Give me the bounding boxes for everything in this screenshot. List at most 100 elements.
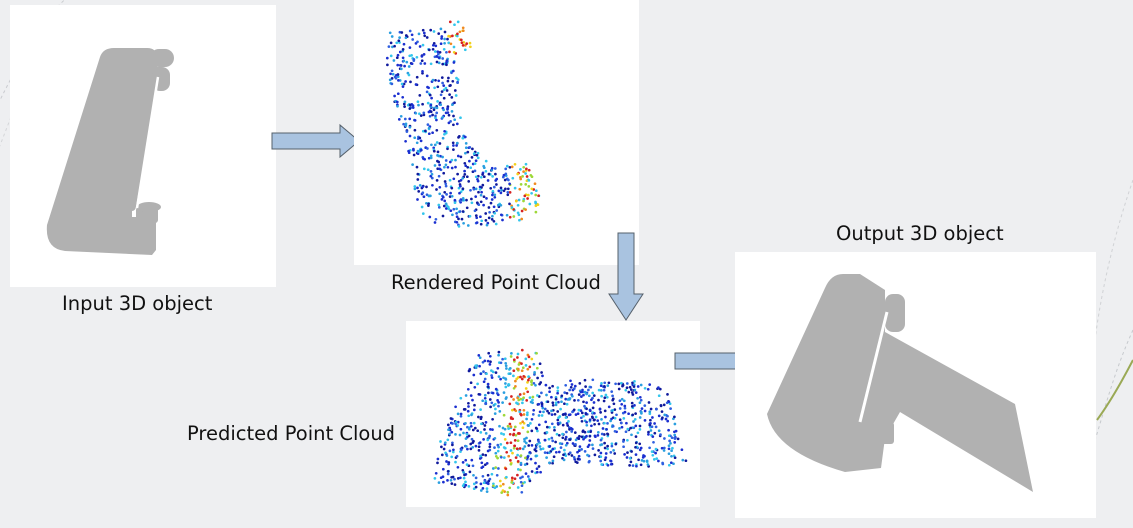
point — [565, 391, 569, 395]
point — [414, 83, 418, 86]
point — [441, 62, 445, 66]
point — [502, 456, 506, 459]
point — [477, 203, 481, 207]
point — [456, 172, 459, 176]
point — [466, 165, 470, 169]
point — [659, 403, 663, 407]
point — [655, 457, 659, 460]
point — [408, 107, 412, 110]
point — [505, 164, 509, 168]
point — [437, 79, 441, 83]
point — [548, 461, 551, 465]
point — [416, 149, 420, 153]
point — [437, 61, 441, 65]
point — [398, 50, 402, 54]
point — [472, 439, 475, 443]
point — [664, 417, 668, 421]
point — [634, 445, 637, 449]
point — [446, 147, 449, 151]
point — [470, 201, 474, 205]
point — [469, 45, 472, 49]
point — [464, 437, 468, 440]
point — [416, 198, 419, 201]
point — [519, 480, 523, 484]
point — [557, 400, 560, 404]
point — [618, 399, 622, 403]
point — [447, 428, 450, 432]
point — [564, 416, 568, 419]
point — [482, 203, 485, 207]
point — [527, 355, 531, 359]
point — [666, 419, 670, 423]
point — [563, 448, 566, 452]
point — [451, 213, 454, 217]
point — [465, 42, 469, 45]
point — [402, 102, 406, 106]
point — [449, 478, 453, 482]
point — [451, 69, 455, 73]
point — [550, 395, 553, 399]
point — [462, 431, 465, 435]
point — [475, 221, 479, 224]
point — [562, 458, 566, 462]
point — [519, 183, 523, 186]
point — [435, 55, 439, 58]
point — [491, 193, 494, 197]
point — [491, 391, 495, 395]
point — [422, 31, 426, 35]
point — [401, 95, 405, 99]
point — [545, 393, 548, 397]
point — [390, 35, 394, 38]
point — [589, 430, 592, 434]
point — [401, 85, 405, 88]
point — [585, 392, 588, 396]
point — [446, 111, 450, 114]
point — [494, 371, 498, 374]
point — [461, 210, 465, 213]
point — [440, 453, 444, 457]
point — [451, 450, 455, 454]
point — [442, 108, 445, 112]
point — [444, 184, 448, 188]
point — [460, 448, 463, 451]
point — [654, 447, 658, 451]
predicted-point-cloud-label: Predicted Point Cloud — [187, 422, 396, 445]
point — [474, 444, 478, 448]
point — [526, 390, 530, 394]
point — [547, 437, 551, 441]
point — [540, 391, 543, 395]
point — [548, 445, 551, 448]
point — [606, 384, 610, 387]
point — [426, 168, 430, 172]
point — [399, 67, 403, 71]
point — [497, 404, 500, 408]
point — [435, 118, 438, 122]
point — [433, 477, 437, 480]
point — [392, 59, 396, 62]
point — [446, 205, 450, 209]
point — [539, 447, 543, 451]
point — [621, 383, 625, 387]
point — [470, 458, 474, 462]
point — [474, 485, 478, 489]
point — [477, 445, 481, 449]
point — [491, 175, 494, 178]
point — [654, 425, 658, 429]
point — [541, 374, 544, 378]
point — [455, 454, 459, 458]
point — [480, 190, 483, 194]
point — [430, 143, 433, 147]
point — [449, 42, 453, 46]
point — [462, 221, 465, 225]
point — [508, 165, 512, 169]
point — [519, 468, 522, 472]
point — [422, 53, 426, 56]
point — [543, 438, 547, 442]
point — [618, 407, 622, 410]
point — [580, 448, 583, 451]
point — [465, 175, 469, 179]
point — [443, 37, 446, 41]
point — [541, 406, 545, 410]
point — [429, 28, 433, 32]
point — [402, 59, 406, 63]
